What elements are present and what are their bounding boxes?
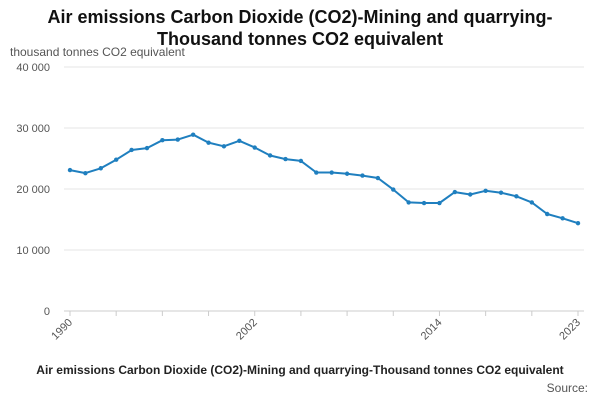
data-point [113, 157, 119, 162]
chart-title: Air emissions Carbon Dioxide (CO2)-Minin… [0, 6, 600, 50]
x-axis [64, 310, 584, 316]
chart-title-line-2: Thousand tonnes CO2 equivalent [156, 29, 444, 49]
data-point [483, 188, 488, 194]
data-point [129, 147, 134, 153]
data-point [206, 140, 211, 145]
y-tick-label: 0 [44, 306, 50, 318]
x-axis-tick-labels: 1990 2002 2014 2023 [49, 317, 583, 343]
series-line [69, 133, 579, 225]
data-point [98, 166, 103, 171]
x-tick-label: 2002 [234, 317, 260, 343]
y-tick-label: 30 000 [16, 123, 50, 135]
data-point [498, 190, 504, 195]
y-tick-label: 20 000 [16, 184, 50, 196]
data-point [298, 158, 304, 164]
data-point [406, 200, 411, 205]
x-tick-label: 2014 [419, 317, 445, 343]
data-point [529, 200, 535, 205]
data-point [267, 153, 273, 158]
footer-title: Air emissions Carbon Dioxide (CO2)-Minin… [36, 363, 564, 377]
data-point [560, 216, 565, 221]
data-point [437, 200, 442, 206]
data-point [144, 145, 150, 151]
y-axis-unit-label: thousand tonnes CO2 equivalent [10, 45, 185, 59]
x-tick-label: 2023 [557, 317, 583, 343]
y-tick-label: 40 000 [16, 62, 50, 74]
x-tick-label: 1990 [49, 317, 75, 343]
data-point [67, 167, 73, 173]
data-point [329, 170, 334, 175]
data-point [545, 211, 550, 217]
data-point [175, 137, 180, 142]
data-point [391, 187, 396, 192]
data-point [514, 194, 519, 199]
data-point [360, 173, 365, 178]
data-point [468, 192, 473, 197]
data-point [452, 189, 458, 195]
data-point [83, 170, 88, 176]
data-point [283, 156, 288, 162]
data-point [344, 171, 350, 176]
source-label: Source: [546, 381, 588, 395]
chart-title-line-1: Air emissions Carbon Dioxide (CO2)-Minin… [47, 7, 553, 27]
gridlines [64, 66, 584, 251]
data-point [575, 220, 581, 226]
data-point [237, 138, 242, 144]
y-tick-label: 10 000 [16, 245, 50, 257]
data-point [252, 145, 257, 150]
data-point [375, 175, 381, 181]
data-point [421, 200, 427, 206]
data-point [314, 170, 319, 175]
y-axis-tick-labels: 0 10 000 20 000 30 000 40 000 [16, 62, 50, 318]
data-point [160, 138, 165, 143]
data-point [221, 144, 227, 149]
data-series [67, 132, 581, 226]
data-point [190, 132, 196, 137]
